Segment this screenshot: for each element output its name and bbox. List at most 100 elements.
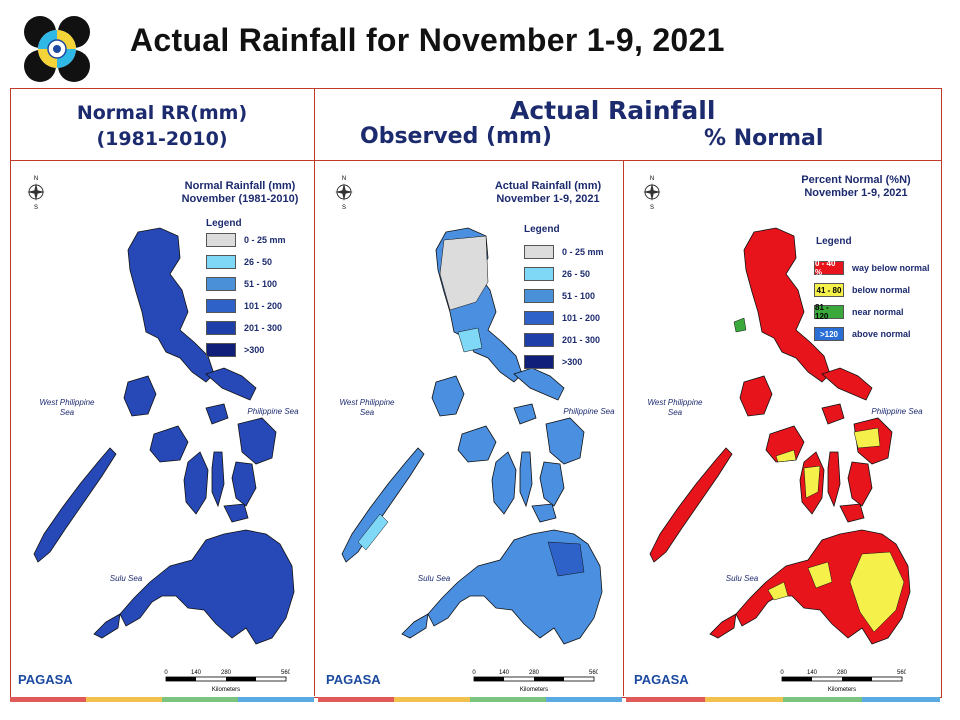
legend-item: 26 - 50 — [524, 266, 590, 282]
legend-label: 0 - 25 mm — [244, 235, 286, 245]
map-region — [205, 367, 257, 401]
compass-rose-icon: N S — [27, 176, 45, 210]
sea-label-west: West Philippine Sea — [339, 398, 395, 417]
philippines-map — [341, 227, 603, 645]
legend-swatch: 81 - 120 — [814, 303, 844, 321]
map-title: Normal Rainfall (mm) November (1981-2010… — [180, 180, 300, 206]
legend-swatch: >120 — [814, 327, 844, 341]
legend-swatch — [524, 333, 554, 347]
sea-label-south: Sulu Sea — [725, 574, 759, 583]
normal-rr-heading: Normal RR(mm) (1981-2010) — [12, 100, 312, 152]
map-region — [709, 613, 737, 639]
map-region — [119, 529, 295, 645]
svg-text:S: S — [34, 205, 38, 210]
legend-swatch: 0 - 40 % — [814, 259, 844, 277]
map-region — [545, 417, 585, 465]
map-region — [821, 367, 873, 401]
color-strip-segment — [626, 697, 705, 702]
philippines-map — [33, 227, 295, 645]
sea-label-south: Sulu Sea — [109, 574, 143, 583]
map-region — [149, 425, 189, 463]
scale-bar: 0 140 280 560 Kilometers — [472, 670, 598, 693]
sea-label-east: Philippine Sea — [871, 407, 923, 416]
actual-rainfall-map-panel: N S Actual Rainfall (mm) November 1-9, 2… — [318, 162, 628, 696]
map-region — [211, 451, 225, 508]
scale-unit: Kilometers — [212, 687, 240, 693]
scale-tick-label: 280 — [529, 670, 540, 676]
legend-swatch — [524, 311, 554, 325]
sea-label-south: Sulu Sea — [417, 574, 451, 583]
legend-label: 101 - 200 — [244, 301, 283, 311]
compass-rose-icon: N S — [643, 176, 661, 210]
page-title: Actual Rainfall for November 1-9, 2021 — [130, 22, 725, 58]
legend-swatch: 41 - 80 — [814, 283, 844, 297]
normal-rr-heading-line1: Normal RR(mm) — [76, 102, 248, 124]
legend-swatch — [206, 343, 236, 357]
map-region — [519, 451, 533, 508]
color-strip-segment — [704, 697, 783, 702]
map-region — [457, 425, 497, 463]
scale-tick-label: 0 — [780, 670, 784, 676]
scale-tick-label: 140 — [499, 670, 510, 676]
map-region — [827, 451, 841, 508]
map-region — [237, 417, 277, 465]
map-region — [821, 403, 845, 425]
legend-label: near normal — [852, 307, 904, 317]
observed-heading: Observed (mm) — [360, 124, 552, 149]
map-region-highlight — [357, 513, 389, 551]
legend-label: above normal — [852, 329, 911, 339]
color-strip-segment — [783, 697, 862, 702]
legend-item: 0 - 40 % way below normal — [814, 259, 930, 277]
philippines-map — [649, 227, 911, 645]
map-title-line2: November 1-9, 2021 — [496, 193, 600, 205]
color-strip-segment — [10, 697, 86, 702]
legend-item: 81 - 120 near normal — [814, 303, 904, 321]
legend-title: Legend — [816, 236, 852, 247]
scale-tick-label: 560 — [281, 670, 290, 676]
scale-unit: Kilometers — [520, 687, 548, 693]
map-region-highlight — [547, 541, 585, 577]
color-strip-segment — [162, 697, 238, 702]
legend-item: 0 - 25 mm — [524, 244, 604, 260]
map-region — [127, 227, 215, 383]
map-region — [539, 461, 565, 507]
map-region — [513, 403, 537, 425]
legend-swatch — [206, 233, 236, 247]
legend-label: >300 — [562, 357, 583, 367]
map-region — [431, 375, 465, 417]
legend-item: 51 - 100 — [524, 288, 595, 304]
scale-tick-label: 280 — [837, 670, 848, 676]
svg-text:N: N — [650, 176, 654, 182]
legend-swatch — [524, 267, 554, 281]
map-region — [93, 613, 121, 639]
legend-swatch — [206, 255, 236, 269]
actual-rainfall-heading: Actual Rainfall — [510, 96, 716, 125]
map-region — [531, 503, 557, 523]
divider — [10, 160, 942, 161]
legend-item: 201 - 300 — [524, 332, 600, 348]
legend-label: 101 - 200 — [562, 313, 601, 323]
map-region — [33, 447, 117, 563]
map-region — [847, 461, 873, 507]
legend-item: 26 - 50 — [206, 254, 272, 270]
map-region-highlight — [733, 317, 747, 333]
map-region — [205, 403, 229, 425]
scale-tick-label: 0 — [164, 670, 168, 676]
compass-rose-icon: N S — [335, 176, 353, 210]
scale-tick-label: 0 — [472, 670, 476, 676]
legend-label: 51 - 100 — [244, 279, 278, 289]
svg-text:N: N — [34, 176, 38, 182]
map-region-highlight — [849, 551, 905, 633]
color-strip-segment — [238, 697, 314, 702]
map-region-highlight — [853, 427, 881, 449]
legend-label: 51 - 100 — [562, 291, 596, 301]
color-strip-segment — [394, 697, 470, 702]
map-title-line2: November 1-9, 2021 — [804, 187, 908, 199]
map-region-highlight — [767, 581, 789, 601]
legend-swatch — [206, 277, 236, 291]
map-region-highlight — [439, 235, 489, 311]
map-region — [341, 447, 425, 563]
percent-normal-heading: % Normal — [704, 126, 824, 151]
legend-label: 26 - 50 — [244, 257, 273, 267]
legend-item: >300 — [206, 342, 264, 358]
